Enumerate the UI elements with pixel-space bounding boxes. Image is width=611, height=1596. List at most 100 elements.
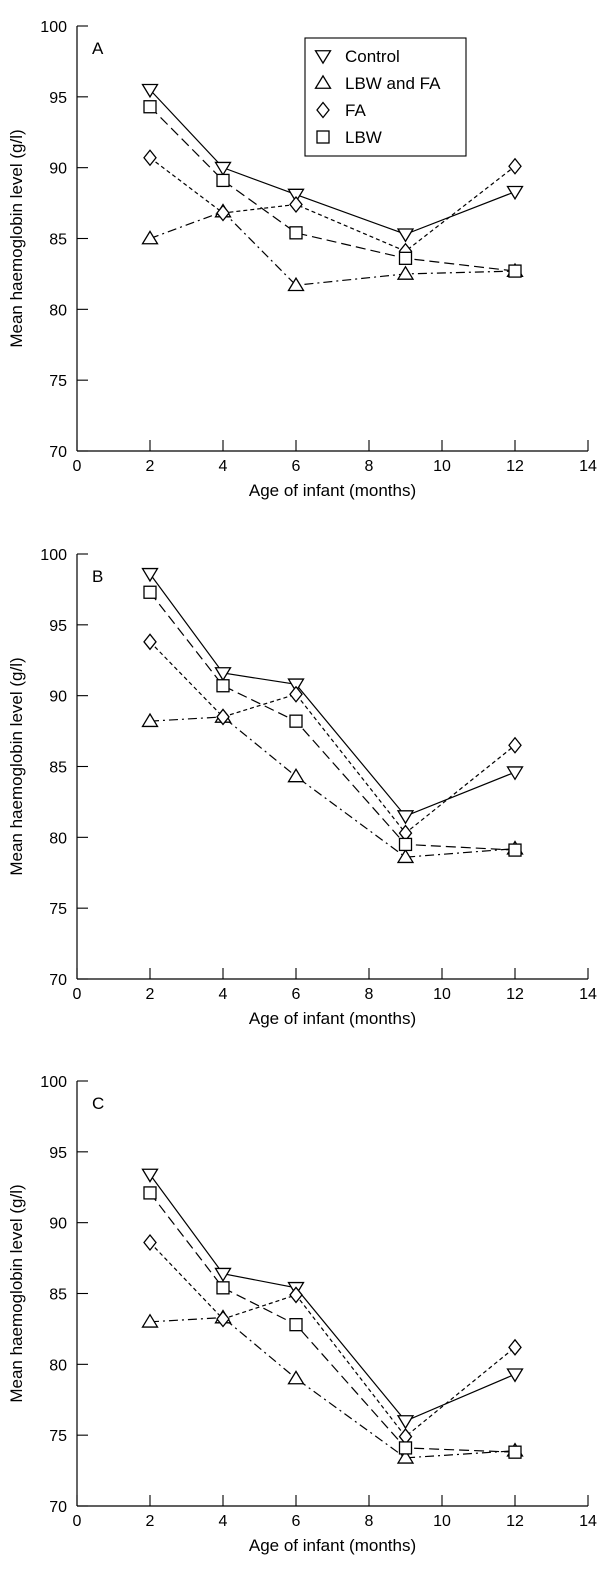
data-point-lbw-and-fa xyxy=(396,848,415,864)
y-tick-label: 95 xyxy=(49,90,67,107)
data-point-control xyxy=(141,83,159,99)
data-point-lbw xyxy=(508,1445,522,1459)
data-point-fa xyxy=(508,1338,522,1356)
y-axis-label: Mean haemoglobin level (g/l) xyxy=(7,1184,26,1402)
legend-marker xyxy=(316,101,330,119)
y-tick-label: 70 xyxy=(49,972,67,989)
data-point-lbw xyxy=(216,1281,230,1295)
chart-panel-c: 70 75 80 85 90 95 100 0 2 4 6 8 10 12 14 Age of infant … xyxy=(7,1074,597,1555)
data-point-fa xyxy=(216,1310,230,1328)
data-point-lbw-and-fa xyxy=(287,1370,305,1385)
series-line-lbw-and-fa xyxy=(149,210,516,286)
data-point-fa xyxy=(508,736,522,754)
y-tick-label: 85 xyxy=(49,760,67,777)
chart-panel-a: 70 75 80 85 90 95 100 0 2 4 6 8 10 12 14 Age of infant … xyxy=(7,19,597,500)
data-point-lbw xyxy=(398,837,413,852)
x-tick-label: 2 xyxy=(146,986,155,1003)
x-tick-label: 6 xyxy=(292,1513,301,1530)
y-tick-label: 85 xyxy=(49,1287,67,1304)
y-tick-label: 100 xyxy=(40,1074,67,1091)
x-tick-label: 2 xyxy=(146,1513,155,1530)
x-axis-label: Age of infant (months) xyxy=(249,1009,416,1028)
x-tick-label: 10 xyxy=(433,458,451,475)
y-tick-label: 90 xyxy=(49,1216,67,1233)
series-line-lbw xyxy=(149,591,516,851)
y-tick-label: 95 xyxy=(49,1145,67,1162)
series-line-lbw-and-fa xyxy=(149,716,516,858)
legend-marker xyxy=(314,74,332,89)
data-point-control xyxy=(141,1168,159,1183)
data-point-lbw xyxy=(143,100,157,114)
x-tick-label: 4 xyxy=(219,458,228,475)
y-tick-label: 100 xyxy=(40,19,67,36)
data-point-control xyxy=(287,678,305,693)
x-tick-label: 4 xyxy=(219,1513,228,1530)
y-tick-label: 75 xyxy=(49,373,67,390)
data-point-lbw xyxy=(289,1318,303,1332)
legend-marker xyxy=(316,130,330,144)
x-tick-label: 12 xyxy=(506,1513,524,1530)
x-tick-label: 0 xyxy=(73,1513,82,1530)
data-point-lbw xyxy=(216,679,230,693)
series-line-fa xyxy=(149,641,516,834)
data-point-fa xyxy=(289,1286,303,1304)
series-line-control xyxy=(149,573,516,817)
data-point-control xyxy=(214,667,232,682)
y-tick-label: 70 xyxy=(49,1499,67,1516)
data-point-control xyxy=(506,766,524,781)
x-tick-label: 8 xyxy=(365,1513,374,1530)
panel-label: C xyxy=(92,1094,104,1113)
x-tick-label: 0 xyxy=(73,458,82,475)
data-point-lbw-and-fa xyxy=(287,276,305,292)
y-tick-label: 75 xyxy=(49,1428,67,1445)
x-tick-label: 12 xyxy=(506,986,524,1003)
panel-label: B xyxy=(92,567,103,586)
y-tick-label: 70 xyxy=(49,444,67,461)
legend-label: LBW and FA xyxy=(345,74,441,93)
x-tick-label: 2 xyxy=(146,458,155,475)
y-tick-label: 80 xyxy=(49,1357,67,1374)
y-tick-label: 95 xyxy=(49,618,67,635)
x-tick-label: 10 xyxy=(433,986,451,1003)
x-tick-label: 8 xyxy=(365,986,374,1003)
data-point-lbw-and-fa xyxy=(141,712,159,728)
legend-label: LBW xyxy=(345,128,382,147)
series-line-control xyxy=(149,1174,516,1422)
data-point-lbw xyxy=(143,585,157,599)
x-tick-label: 10 xyxy=(433,1513,451,1530)
data-point-lbw-and-fa xyxy=(396,1449,415,1464)
data-point-lbw xyxy=(216,173,230,188)
data-point-control xyxy=(141,567,159,583)
x-tick-label: 14 xyxy=(579,1513,597,1530)
data-point-lbw xyxy=(398,1441,413,1455)
data-point-control xyxy=(287,188,305,203)
x-tick-label: 6 xyxy=(292,986,301,1003)
y-tick-label: 80 xyxy=(49,302,67,319)
legend-box xyxy=(304,37,467,157)
y-axis-label: Mean haemoglobin level (g/l) xyxy=(7,657,26,875)
data-point-lbw xyxy=(508,843,522,857)
data-point-lbw xyxy=(508,264,522,278)
legend-label: Control xyxy=(345,47,400,66)
data-point-fa xyxy=(143,633,157,651)
data-point-fa xyxy=(289,195,303,214)
data-point-lbw-and-fa xyxy=(141,230,159,245)
chart-panel-b: 70 75 80 85 90 95 100 0 2 4 6 8 10 12 14 Age of infant … xyxy=(7,547,597,1028)
data-point-control xyxy=(396,810,415,825)
x-tick-label: 0 xyxy=(73,986,82,1003)
y-tick-label: 85 xyxy=(49,232,67,249)
series-line-lbw xyxy=(149,1192,516,1453)
x-tick-label: 6 xyxy=(292,458,301,475)
data-point-fa xyxy=(216,708,230,726)
data-point-control xyxy=(396,228,415,243)
data-point-lbw-and-fa xyxy=(141,1313,159,1328)
series-line-fa xyxy=(149,1242,516,1438)
series-line-lbw xyxy=(149,106,516,272)
data-point-lbw xyxy=(143,1186,157,1200)
y-axis-label: Mean haemoglobin level (g/l) xyxy=(7,129,26,347)
series-line-lbw-and-fa xyxy=(149,1316,516,1459)
data-point-lbw-and-fa xyxy=(396,265,415,280)
data-point-control xyxy=(214,1267,232,1283)
